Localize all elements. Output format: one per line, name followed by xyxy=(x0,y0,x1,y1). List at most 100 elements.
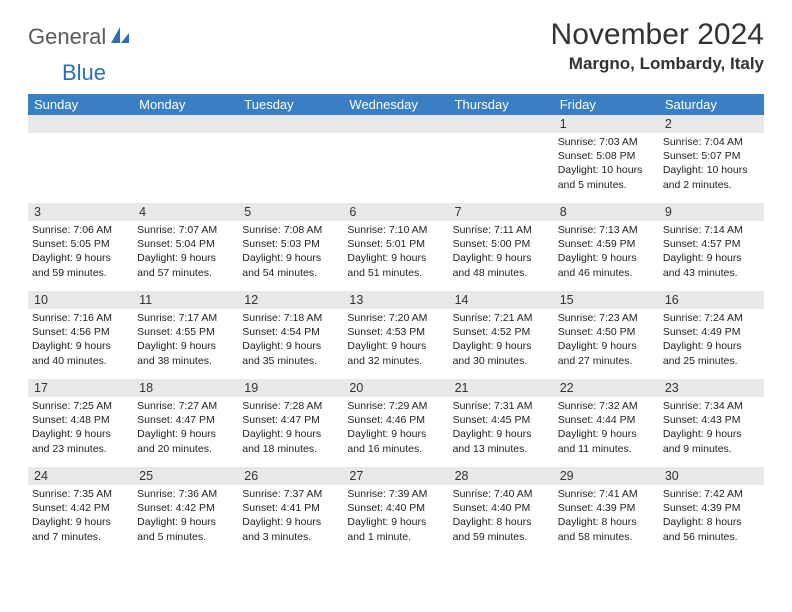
sunrise-text: Sunrise: 7:10 AM xyxy=(347,223,444,237)
day-header: Monday xyxy=(133,94,238,115)
day-details: Sunrise: 7:07 AMSunset: 5:04 PMDaylight:… xyxy=(133,221,238,286)
day-number: 28 xyxy=(449,467,554,485)
day-cell: 30Sunrise: 7:42 AMSunset: 4:39 PMDayligh… xyxy=(659,467,764,555)
sunset-text: Sunset: 5:01 PM xyxy=(347,237,444,251)
sunset-text: Sunset: 4:44 PM xyxy=(558,413,655,427)
sunrise-text: Sunrise: 7:18 AM xyxy=(242,311,339,325)
day-details: Sunrise: 7:06 AMSunset: 5:05 PMDaylight:… xyxy=(28,221,133,286)
day-cell: 28Sunrise: 7:40 AMSunset: 4:40 PMDayligh… xyxy=(449,467,554,555)
day-number: 4 xyxy=(133,203,238,221)
sunrise-text: Sunrise: 7:06 AM xyxy=(32,223,129,237)
daylight-text: Daylight: 9 hours and 57 minutes. xyxy=(137,251,234,279)
day-number xyxy=(28,115,133,133)
day-header: Tuesday xyxy=(238,94,343,115)
daylight-text: Daylight: 9 hours and 18 minutes. xyxy=(242,427,339,455)
daylight-text: Daylight: 10 hours and 2 minutes. xyxy=(663,163,760,191)
day-cell: 9Sunrise: 7:14 AMSunset: 4:57 PMDaylight… xyxy=(659,203,764,291)
sunrise-text: Sunrise: 7:27 AM xyxy=(137,399,234,413)
sunset-text: Sunset: 4:48 PM xyxy=(32,413,129,427)
sunset-text: Sunset: 4:39 PM xyxy=(558,501,655,515)
day-number: 10 xyxy=(28,291,133,309)
daylight-text: Daylight: 9 hours and 7 minutes. xyxy=(32,515,129,543)
brand-sail-icon xyxy=(109,25,131,50)
day-details: Sunrise: 7:27 AMSunset: 4:47 PMDaylight:… xyxy=(133,397,238,462)
day-header-row: Sunday Monday Tuesday Wednesday Thursday… xyxy=(28,94,764,115)
day-number: 5 xyxy=(238,203,343,221)
sunrise-text: Sunrise: 7:20 AM xyxy=(347,311,444,325)
sunrise-text: Sunrise: 7:32 AM xyxy=(558,399,655,413)
sunrise-text: Sunrise: 7:25 AM xyxy=(32,399,129,413)
sunrise-text: Sunrise: 7:28 AM xyxy=(242,399,339,413)
day-details: Sunrise: 7:17 AMSunset: 4:55 PMDaylight:… xyxy=(133,309,238,374)
brand-general: General xyxy=(28,24,106,50)
week-row: 24Sunrise: 7:35 AMSunset: 4:42 PMDayligh… xyxy=(28,467,764,555)
daylight-text: Daylight: 9 hours and 16 minutes. xyxy=(347,427,444,455)
day-cell xyxy=(238,115,343,203)
day-cell xyxy=(133,115,238,203)
sunset-text: Sunset: 5:07 PM xyxy=(663,149,760,163)
day-details: Sunrise: 7:41 AMSunset: 4:39 PMDaylight:… xyxy=(554,485,659,550)
day-number: 2 xyxy=(659,115,764,133)
day-cell: 20Sunrise: 7:29 AMSunset: 4:46 PMDayligh… xyxy=(343,379,448,467)
day-number: 15 xyxy=(554,291,659,309)
day-number: 6 xyxy=(343,203,448,221)
day-cell: 22Sunrise: 7:32 AMSunset: 4:44 PMDayligh… xyxy=(554,379,659,467)
daylight-text: Daylight: 9 hours and 11 minutes. xyxy=(558,427,655,455)
sunset-text: Sunset: 4:55 PM xyxy=(137,325,234,339)
sunset-text: Sunset: 4:49 PM xyxy=(663,325,760,339)
sunrise-text: Sunrise: 7:14 AM xyxy=(663,223,760,237)
day-cell: 1Sunrise: 7:03 AMSunset: 5:08 PMDaylight… xyxy=(554,115,659,203)
daylight-text: Daylight: 9 hours and 48 minutes. xyxy=(453,251,550,279)
brand-logo: General xyxy=(28,18,133,50)
week-row: 3Sunrise: 7:06 AMSunset: 5:05 PMDaylight… xyxy=(28,203,764,291)
sunrise-text: Sunrise: 7:35 AM xyxy=(32,487,129,501)
day-cell xyxy=(449,115,554,203)
sunset-text: Sunset: 4:39 PM xyxy=(663,501,760,515)
sunrise-text: Sunrise: 7:11 AM xyxy=(453,223,550,237)
day-cell: 21Sunrise: 7:31 AMSunset: 4:45 PMDayligh… xyxy=(449,379,554,467)
sunrise-text: Sunrise: 7:23 AM xyxy=(558,311,655,325)
sunset-text: Sunset: 4:59 PM xyxy=(558,237,655,251)
calendar-page: General November 2024 Margno, Lombardy, … xyxy=(0,0,792,567)
day-header: Sunday xyxy=(28,94,133,115)
sunrise-text: Sunrise: 7:07 AM xyxy=(137,223,234,237)
daylight-text: Daylight: 9 hours and 43 minutes. xyxy=(663,251,760,279)
day-details: Sunrise: 7:10 AMSunset: 5:01 PMDaylight:… xyxy=(343,221,448,286)
sunset-text: Sunset: 5:08 PM xyxy=(558,149,655,163)
sunset-text: Sunset: 4:43 PM xyxy=(663,413,760,427)
sunrise-text: Sunrise: 7:24 AM xyxy=(663,311,760,325)
sunrise-text: Sunrise: 7:21 AM xyxy=(453,311,550,325)
day-details: Sunrise: 7:42 AMSunset: 4:39 PMDaylight:… xyxy=(659,485,764,550)
day-cell: 23Sunrise: 7:34 AMSunset: 4:43 PMDayligh… xyxy=(659,379,764,467)
sunrise-text: Sunrise: 7:31 AM xyxy=(453,399,550,413)
day-cell: 18Sunrise: 7:27 AMSunset: 4:47 PMDayligh… xyxy=(133,379,238,467)
day-cell: 29Sunrise: 7:41 AMSunset: 4:39 PMDayligh… xyxy=(554,467,659,555)
sunset-text: Sunset: 4:42 PM xyxy=(32,501,129,515)
day-number: 26 xyxy=(238,467,343,485)
day-number: 21 xyxy=(449,379,554,397)
sunset-text: Sunset: 5:04 PM xyxy=(137,237,234,251)
daylight-text: Daylight: 9 hours and 23 minutes. xyxy=(32,427,129,455)
daylight-text: Daylight: 9 hours and 38 minutes. xyxy=(137,339,234,367)
day-number: 17 xyxy=(28,379,133,397)
day-cell: 5Sunrise: 7:08 AMSunset: 5:03 PMDaylight… xyxy=(238,203,343,291)
sunrise-text: Sunrise: 7:42 AM xyxy=(663,487,760,501)
day-details: Sunrise: 7:08 AMSunset: 5:03 PMDaylight:… xyxy=(238,221,343,286)
sunrise-text: Sunrise: 7:16 AM xyxy=(32,311,129,325)
day-header: Thursday xyxy=(449,94,554,115)
day-number: 7 xyxy=(449,203,554,221)
day-details: Sunrise: 7:03 AMSunset: 5:08 PMDaylight:… xyxy=(554,133,659,198)
day-details: Sunrise: 7:31 AMSunset: 4:45 PMDaylight:… xyxy=(449,397,554,462)
daylight-text: Daylight: 9 hours and 27 minutes. xyxy=(558,339,655,367)
day-cell: 6Sunrise: 7:10 AMSunset: 5:01 PMDaylight… xyxy=(343,203,448,291)
sunset-text: Sunset: 4:45 PM xyxy=(453,413,550,427)
day-details: Sunrise: 7:39 AMSunset: 4:40 PMDaylight:… xyxy=(343,485,448,550)
daylight-text: Daylight: 9 hours and 9 minutes. xyxy=(663,427,760,455)
day-number: 14 xyxy=(449,291,554,309)
sunrise-text: Sunrise: 7:36 AM xyxy=(137,487,234,501)
day-details: Sunrise: 7:04 AMSunset: 5:07 PMDaylight:… xyxy=(659,133,764,198)
day-number: 29 xyxy=(554,467,659,485)
sunrise-text: Sunrise: 7:13 AM xyxy=(558,223,655,237)
day-cell: 2Sunrise: 7:04 AMSunset: 5:07 PMDaylight… xyxy=(659,115,764,203)
daylight-text: Daylight: 9 hours and 1 minute. xyxy=(347,515,444,543)
